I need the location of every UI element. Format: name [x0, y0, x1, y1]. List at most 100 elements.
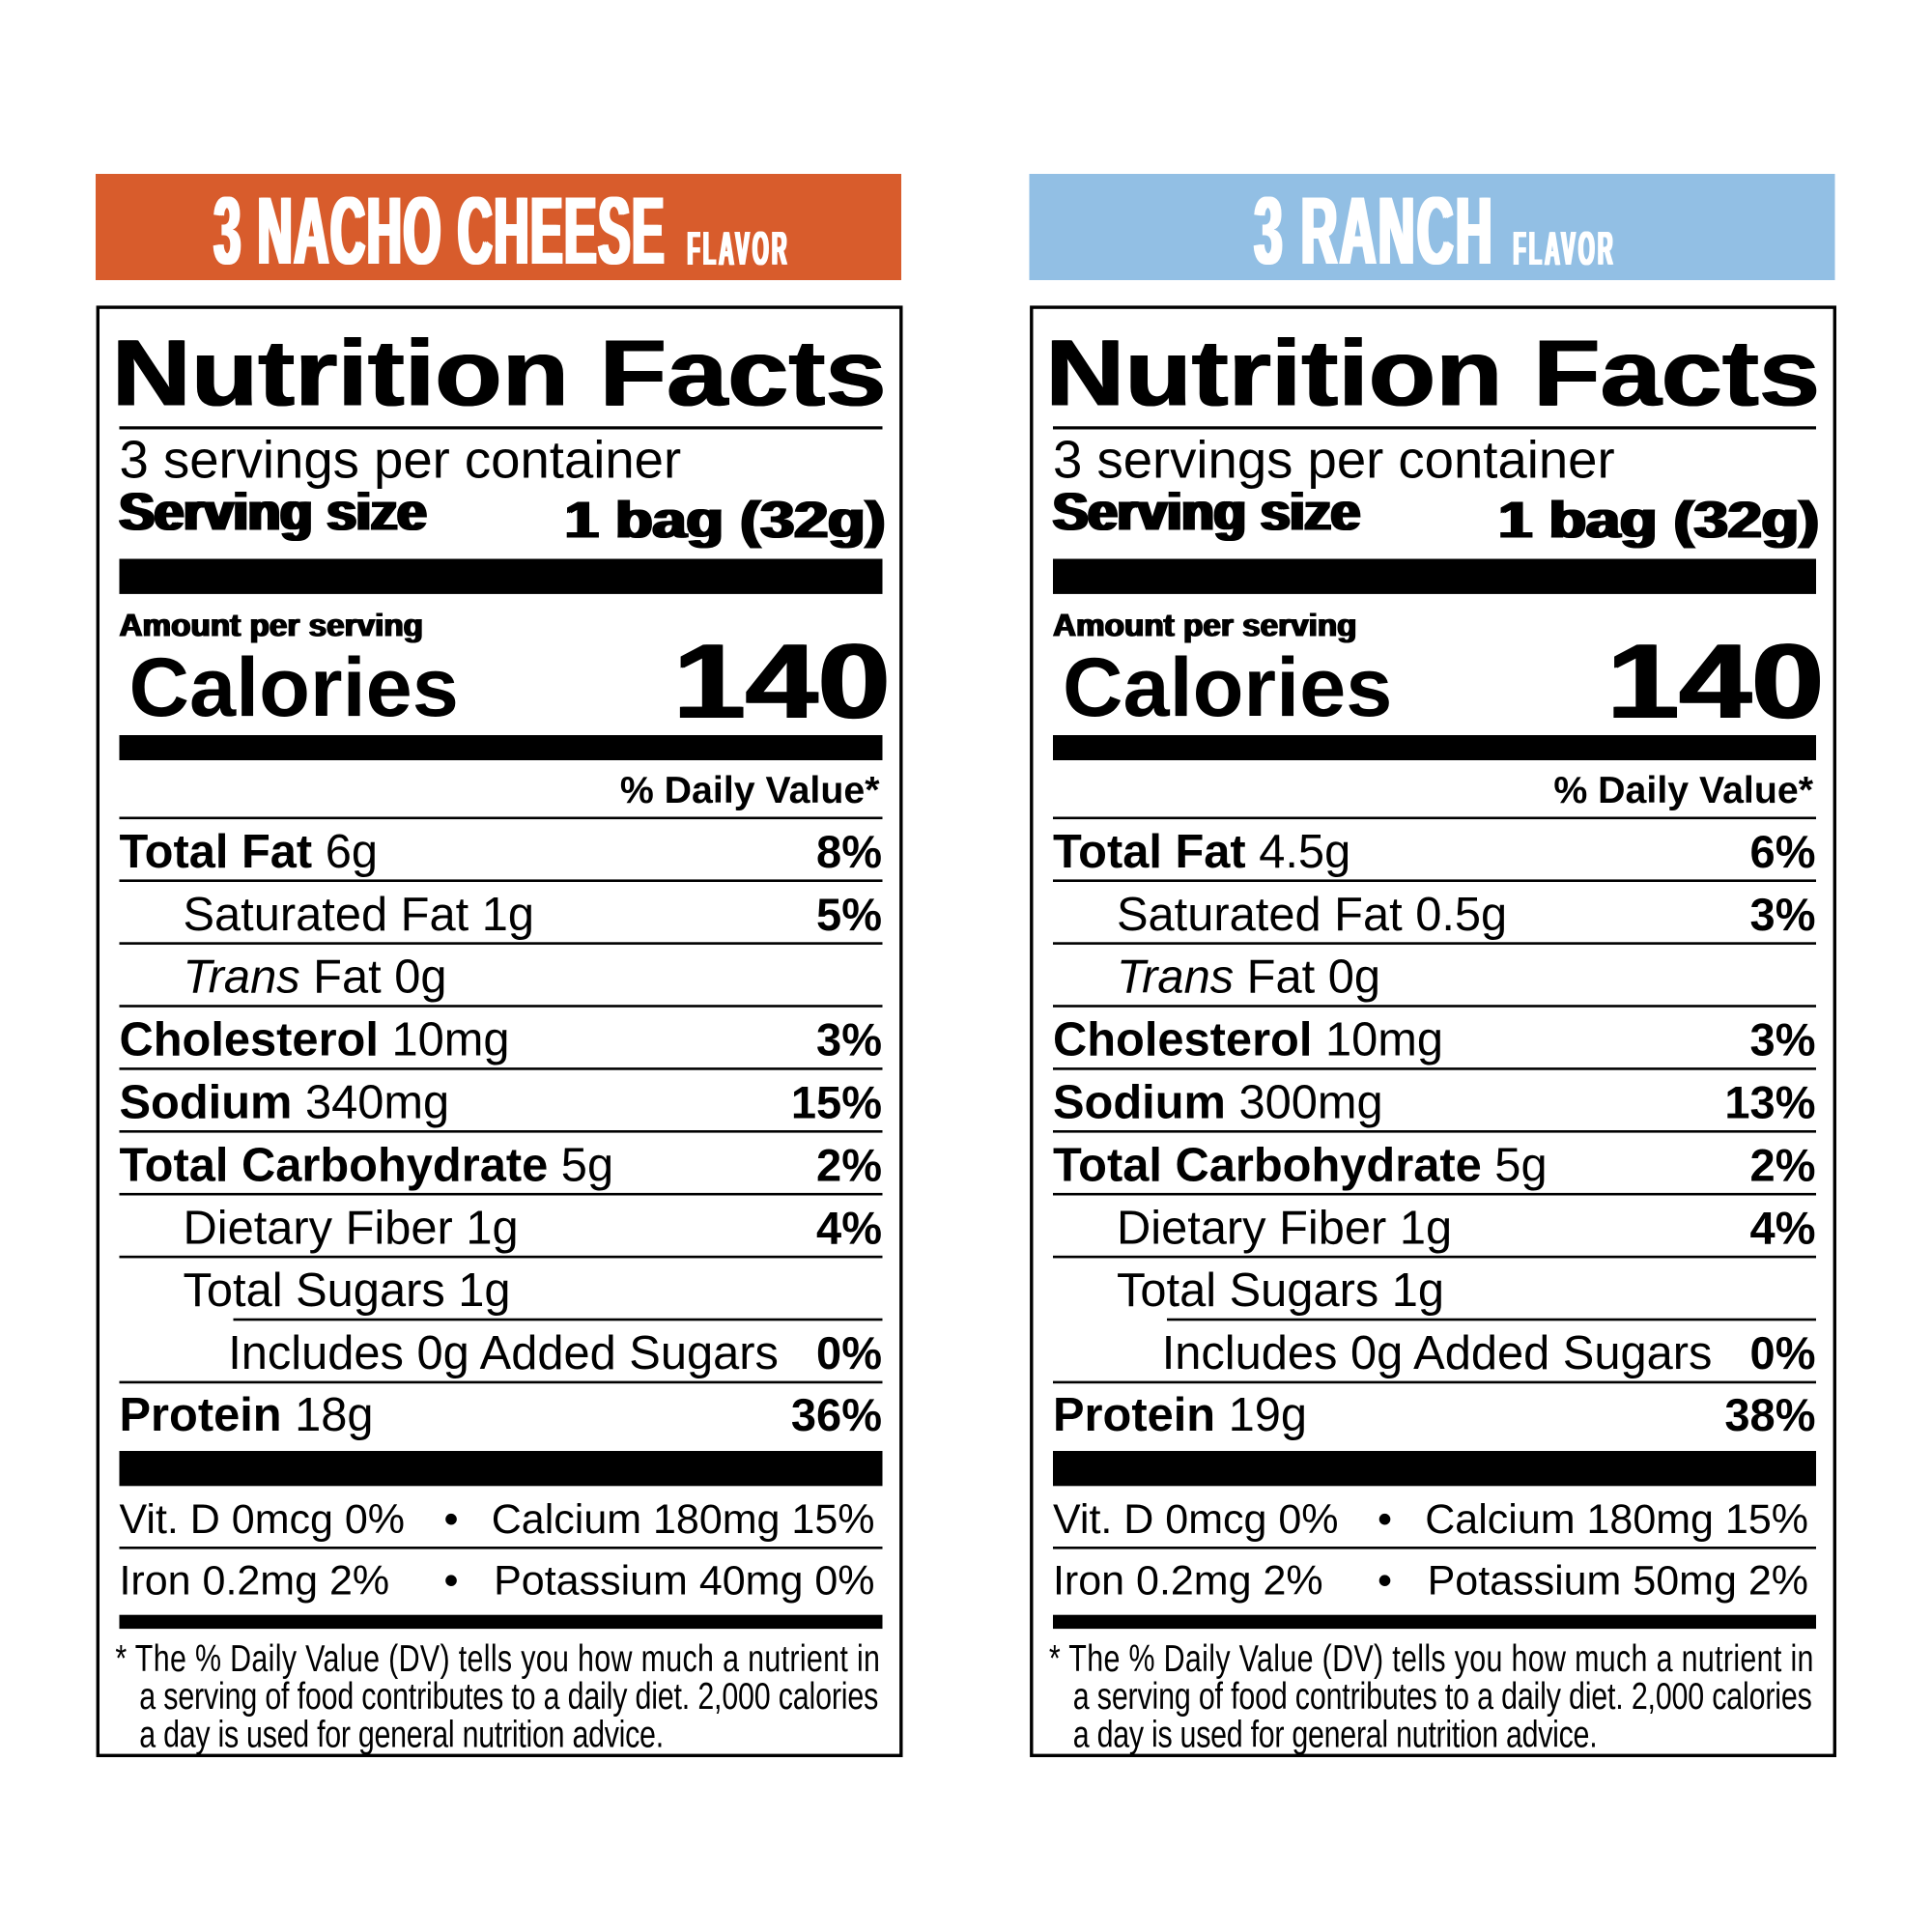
svg-text:3 servings per container: 3 servings per container: [120, 431, 682, 490]
svg-text:* The % Daily Value (DV) tells: * The % Daily Value (DV) tells you how m…: [115, 1639, 880, 1680]
svg-text:•: •: [1378, 1557, 1392, 1604]
svg-text:1 bag (32g): 1 bag (32g): [1496, 492, 1817, 550]
svg-text:Potassium 40mg 0%: Potassium 40mg 0%: [494, 1557, 874, 1604]
svg-text:FLAVOR: FLAVOR: [1515, 222, 1617, 274]
svg-text:Vit. D 0mcg 0%: Vit. D 0mcg 0%: [120, 1496, 406, 1543]
svg-text:Amount per serving: Amount per serving: [1054, 609, 1358, 644]
svg-text:Amount per serving: Amount per serving: [121, 609, 425, 644]
svg-text:2%: 2%: [816, 1139, 882, 1190]
svg-text:Nutrition Facts: Nutrition Facts: [1046, 321, 1821, 426]
svg-text:Trans Fat 0g: Trans Fat 0g: [1117, 952, 1380, 1004]
svg-text:1 bag (32g): 1 bag (32g): [567, 492, 888, 550]
svg-text:1 bag (32g): 1 bag (32g): [1498, 492, 1819, 550]
svg-text:Calories: Calories: [129, 641, 459, 734]
svg-text:Includes 0g Added Sugars: Includes 0g Added Sugars: [228, 1327, 779, 1379]
svg-text:3%: 3%: [1750, 889, 1816, 940]
svg-text:Serving size: Serving size: [1053, 482, 1360, 541]
svg-text:3 RANCH: 3 RANCH: [1255, 177, 1495, 284]
svg-text:0%: 0%: [816, 1327, 882, 1378]
svg-text:Calories: Calories: [1063, 641, 1392, 734]
svg-text:Saturated Fat 1g: Saturated Fat 1g: [184, 889, 535, 941]
svg-text:% Daily Value*: % Daily Value*: [1553, 769, 1813, 811]
svg-text:13%: 13%: [1724, 1077, 1815, 1128]
svg-text:38%: 38%: [1724, 1389, 1815, 1440]
svg-text:4%: 4%: [1750, 1202, 1816, 1253]
svg-text:Amount per serving: Amount per serving: [1053, 609, 1357, 644]
svg-text:Trans Fat 0g: Trans Fat 0g: [184, 952, 447, 1004]
svg-text:% Daily Value*: % Daily Value*: [620, 769, 880, 811]
svg-text:Serving size: Serving size: [120, 482, 427, 541]
svg-text:1 bag (32g): 1 bag (32g): [563, 492, 884, 550]
svg-text:0%: 0%: [1750, 1327, 1816, 1378]
svg-text:Sodium 300mg: Sodium 300mg: [1053, 1077, 1383, 1129]
svg-text:140: 140: [1605, 623, 1823, 742]
svg-text:Iron 0.2mg 2%: Iron 0.2mg 2%: [120, 1557, 390, 1604]
svg-text:2%: 2%: [1750, 1139, 1816, 1190]
svg-text:3 RANCH: 3 RANCH: [1257, 177, 1497, 284]
svg-text:FLAVOR: FLAVOR: [1513, 222, 1615, 274]
svg-text:Dietary Fiber 1g: Dietary Fiber 1g: [1117, 1202, 1452, 1254]
svg-text:•: •: [443, 1557, 458, 1604]
svg-text:Serving size: Serving size: [117, 482, 424, 541]
svg-text:Amount per serving: Amount per serving: [1052, 609, 1356, 644]
svg-text:6%: 6%: [1750, 826, 1816, 877]
svg-text:3 RANCH: 3 RANCH: [1253, 177, 1493, 284]
svg-text:Vit. D 0mcg 0%: Vit. D 0mcg 0%: [1053, 1496, 1339, 1543]
svg-text:Sodium 340mg: Sodium 340mg: [120, 1077, 450, 1129]
svg-text:140: 140: [673, 623, 891, 742]
svg-text:8%: 8%: [816, 826, 882, 877]
svg-text:5%: 5%: [816, 889, 882, 940]
svg-text:3 NACHO CHEESE: 3 NACHO CHEESE: [214, 177, 667, 284]
svg-text:Serving size: Serving size: [122, 482, 429, 541]
svg-text:Amount per serving: Amount per serving: [120, 609, 424, 644]
svg-text:•: •: [443, 1496, 458, 1543]
svg-text:Protein 18g: Protein 18g: [120, 1389, 374, 1441]
svg-text:Calcium 180mg 15%: Calcium 180mg 15%: [1425, 1496, 1808, 1543]
svg-text:Serving size: Serving size: [1051, 482, 1358, 541]
svg-text:Iron 0.2mg 2%: Iron 0.2mg 2%: [1053, 1557, 1323, 1604]
svg-text:FLAVOR: FLAVOR: [687, 222, 789, 274]
svg-text:Cholesterol 10mg: Cholesterol 10mg: [120, 1014, 510, 1066]
svg-text:FLAVOR: FLAVOR: [689, 222, 791, 274]
svg-text:4%: 4%: [816, 1202, 882, 1253]
svg-text:Potassium 50mg 2%: Potassium 50mg 2%: [1428, 1557, 1808, 1604]
svg-text:1 bag (32g): 1 bag (32g): [1500, 492, 1821, 550]
svg-text:•: •: [1378, 1496, 1392, 1543]
svg-text:Total Carbohydrate 5g: Total Carbohydrate 5g: [1053, 1139, 1548, 1191]
svg-text:Amount per serving: Amount per serving: [119, 609, 423, 644]
svg-text:1 bag (32g): 1 bag (32g): [565, 492, 886, 550]
svg-text:Total Sugars 1g: Total Sugars 1g: [184, 1264, 511, 1317]
svg-text:3 servings per container: 3 servings per container: [1053, 431, 1615, 490]
svg-text:Total Fat 4.5g: Total Fat 4.5g: [1053, 826, 1350, 878]
svg-text:a serving of food contributes: a serving of food contributes to a daily…: [139, 1677, 878, 1718]
svg-text:Total Carbohydrate 5g: Total Carbohydrate 5g: [120, 1139, 614, 1191]
svg-text:140: 140: [671, 623, 889, 742]
svg-text:a day is used for general nutr: a day is used for general nutrition advi…: [139, 1715, 664, 1755]
svg-text:Cholesterol 10mg: Cholesterol 10mg: [1053, 1014, 1443, 1066]
svg-text:Calcium 180mg 15%: Calcium 180mg 15%: [492, 1496, 875, 1543]
svg-text:Nutrition Facts: Nutrition Facts: [1045, 321, 1820, 426]
svg-text:Total Sugars 1g: Total Sugars 1g: [1117, 1264, 1444, 1317]
svg-text:FLAVOR: FLAVOR: [686, 222, 788, 274]
svg-text:Nutrition Facts: Nutrition Facts: [1044, 321, 1819, 426]
svg-text:3 NACHO CHEESE: 3 NACHO CHEESE: [216, 177, 668, 284]
svg-text:* The % Daily Value (DV) tells: * The % Daily Value (DV) tells you how m…: [1049, 1639, 1814, 1680]
svg-text:a serving of food contributes: a serving of food contributes to a daily…: [1073, 1677, 1812, 1718]
svg-text:FLAVOR: FLAVOR: [1512, 222, 1614, 274]
svg-text:140: 140: [1606, 623, 1824, 742]
svg-text:a day is used for general nutr: a day is used for general nutrition advi…: [1073, 1715, 1598, 1755]
svg-text:Protein 19g: Protein 19g: [1053, 1389, 1307, 1441]
svg-text:3%: 3%: [1750, 1014, 1816, 1065]
svg-text:140: 140: [674, 623, 892, 742]
svg-text:Nutrition Facts: Nutrition Facts: [112, 321, 887, 426]
svg-text:Nutrition Facts: Nutrition Facts: [113, 321, 888, 426]
svg-text:3 NACHO CHEESE: 3 NACHO CHEESE: [213, 177, 665, 284]
svg-text:Dietary Fiber 1g: Dietary Fiber 1g: [184, 1202, 519, 1254]
svg-text:Nutrition Facts: Nutrition Facts: [111, 321, 886, 426]
svg-text:15%: 15%: [791, 1077, 882, 1128]
svg-text:Total Fat 6g: Total Fat 6g: [120, 826, 379, 878]
svg-text:Saturated Fat 0.5g: Saturated Fat 0.5g: [1117, 889, 1507, 941]
svg-text:36%: 36%: [791, 1389, 882, 1440]
svg-text:Includes 0g Added Sugars: Includes 0g Added Sugars: [1162, 1327, 1713, 1379]
svg-text:140: 140: [1608, 623, 1826, 742]
